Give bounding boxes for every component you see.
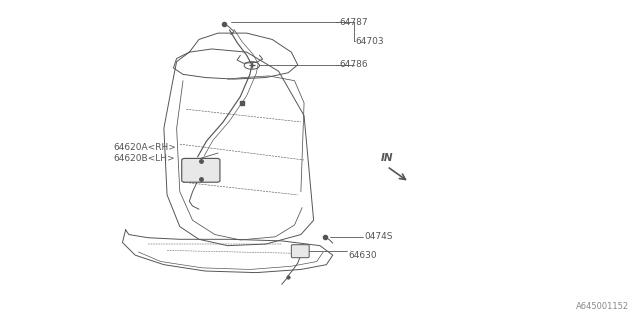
Text: 64787: 64787 [339, 18, 368, 27]
Text: 0474S: 0474S [365, 232, 393, 241]
FancyBboxPatch shape [182, 158, 220, 182]
Text: IN: IN [381, 153, 393, 163]
Text: 64620B<LH>: 64620B<LH> [113, 154, 175, 163]
Text: A645001152: A645001152 [576, 302, 629, 311]
Text: 64620A<RH>: 64620A<RH> [113, 143, 176, 152]
Text: 64703: 64703 [355, 36, 383, 45]
Text: 64786: 64786 [339, 60, 368, 69]
Text: 64630: 64630 [349, 251, 378, 260]
FancyBboxPatch shape [291, 245, 309, 258]
